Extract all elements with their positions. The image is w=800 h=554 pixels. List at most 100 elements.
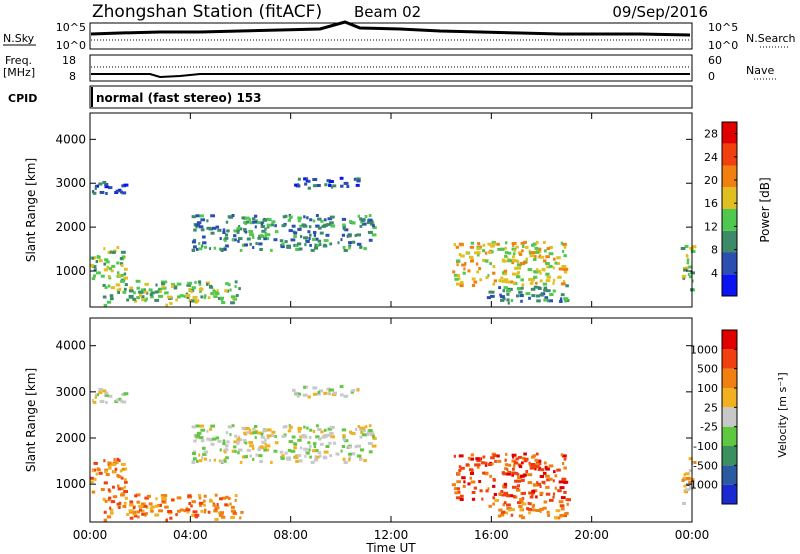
power-cell — [161, 282, 166, 286]
velocity-cell — [117, 487, 121, 491]
power-cell — [215, 225, 220, 229]
velocity-cell — [244, 427, 250, 430]
power-cell — [462, 271, 466, 275]
velocity-cell — [160, 494, 166, 498]
velocity-cell — [325, 433, 331, 437]
power-cell — [220, 248, 224, 252]
power-cell — [120, 263, 124, 267]
velocity-cell — [105, 401, 108, 404]
velocity-cell — [554, 486, 558, 490]
velocity-cell — [299, 435, 302, 439]
power-cell — [128, 294, 134, 298]
power-cell — [531, 294, 536, 298]
power-cell — [124, 267, 128, 271]
power-cell — [323, 218, 327, 222]
power-colorbar-tick-label: 24 — [704, 151, 718, 164]
velocity-cell — [498, 492, 502, 496]
power-cell — [327, 217, 333, 221]
velocity-cell — [90, 480, 94, 484]
velocity-cell — [239, 460, 243, 464]
power-cell — [491, 290, 495, 294]
velocity-cell — [225, 456, 229, 460]
power-cell — [476, 253, 480, 257]
velocity-cell — [491, 462, 494, 466]
power-cell — [299, 235, 303, 239]
power-cell — [202, 235, 206, 239]
nsearch-tick-top: 10^5 — [708, 21, 738, 34]
velocity-cell — [481, 461, 485, 465]
velocity-cell — [120, 493, 125, 497]
velocity-cell — [504, 463, 509, 467]
power-cell — [198, 280, 202, 284]
power-cell — [329, 221, 332, 225]
power-cell — [356, 179, 360, 183]
power-cell — [225, 220, 229, 224]
power-cell — [194, 299, 200, 303]
velocity-cell — [176, 496, 182, 500]
velocity-cell — [104, 499, 108, 503]
power-cell — [460, 281, 464, 285]
velocity-cell — [360, 430, 364, 434]
velocity-cell — [535, 509, 541, 512]
velocity-cell — [118, 506, 121, 509]
power-cell — [482, 259, 486, 262]
power-cell — [362, 219, 365, 222]
velocity-cell — [368, 429, 373, 432]
velocity-cell — [155, 497, 158, 501]
velocity-cell — [476, 465, 480, 469]
velocity-cell — [512, 455, 515, 459]
power-cell — [556, 256, 561, 260]
velocity-cell — [546, 478, 551, 482]
power-cell — [160, 280, 166, 284]
velocity-cell — [94, 393, 98, 397]
velocity-cell — [219, 497, 223, 501]
power-cell — [210, 214, 215, 218]
velocity-cell — [492, 496, 496, 500]
velocity-cell — [512, 495, 516, 498]
power-cell — [343, 249, 348, 252]
power-cell — [329, 242, 333, 246]
velocity-y-tick-label: 3000 — [55, 385, 86, 399]
power-cell — [356, 233, 361, 237]
power-cell — [106, 265, 110, 269]
power-cell — [102, 295, 107, 299]
power-cell — [342, 246, 346, 249]
power-cell — [685, 266, 689, 270]
power-cell — [217, 228, 222, 232]
velocity-cell — [210, 442, 215, 446]
power-cell — [563, 270, 568, 274]
velocity-cell — [545, 467, 550, 471]
power-cell — [200, 228, 205, 232]
power-cell — [270, 248, 273, 252]
power-cell — [352, 240, 356, 244]
velocity-cell — [303, 425, 306, 429]
power-cell — [103, 262, 106, 266]
power-cell — [543, 249, 547, 253]
velocity-cell — [514, 471, 518, 475]
power-cell — [491, 250, 494, 254]
velocity-cell — [343, 394, 349, 398]
power-colorbar-tick-label: 8 — [711, 244, 718, 257]
velocity-cell — [682, 476, 686, 480]
velocity-cell — [128, 509, 134, 513]
velocity-cell — [124, 480, 128, 484]
velocity-cell — [119, 399, 123, 403]
power-cell — [543, 268, 546, 272]
velocity-cell — [191, 452, 196, 455]
velocity-cell — [454, 491, 459, 495]
power-cell — [313, 231, 317, 234]
velocity-cell — [105, 473, 110, 476]
velocity-cell — [326, 387, 331, 391]
velocity-cell — [232, 449, 237, 453]
velocity-cell — [354, 445, 357, 449]
velocity-cell — [218, 513, 224, 517]
power-cell — [108, 267, 112, 271]
power-cell — [215, 292, 220, 296]
velocity-cell — [360, 426, 365, 430]
velocity-y-axis-label: Slant Range [km] — [24, 368, 38, 472]
velocity-cell — [112, 470, 116, 474]
velocity-cell — [545, 492, 551, 496]
power-cell — [98, 259, 103, 263]
velocity-cell — [159, 503, 162, 507]
velocity-cell — [323, 391, 327, 395]
